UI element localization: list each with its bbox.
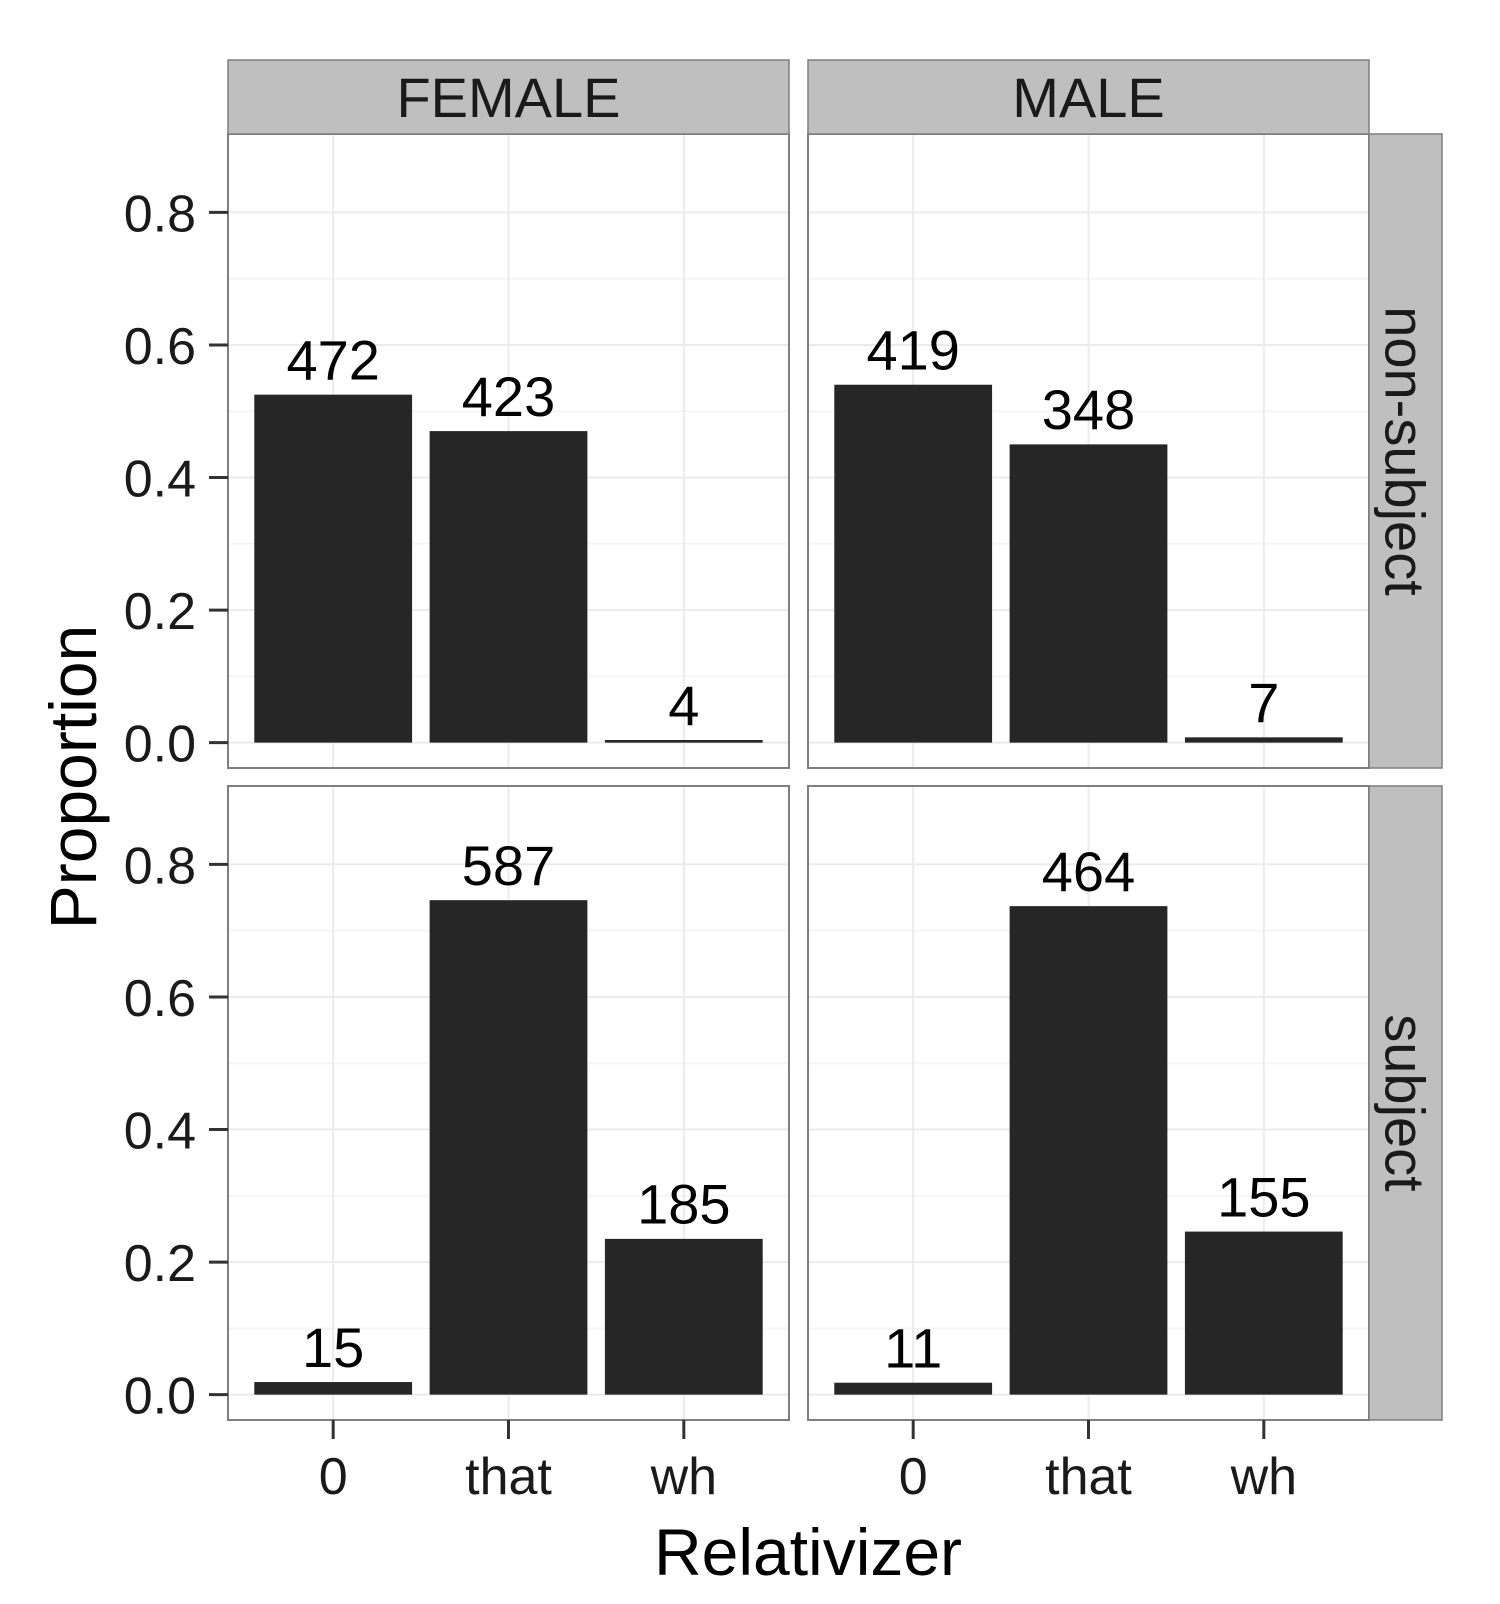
y-tick-label: 0.2 xyxy=(124,1235,196,1293)
y-tick-label: 0.0 xyxy=(124,1368,196,1426)
data-label: 423 xyxy=(462,365,555,428)
x-axis-title: Relativizer xyxy=(654,1515,962,1589)
bar xyxy=(1009,444,1168,743)
bar xyxy=(254,1382,413,1395)
y-tick-label: 0.8 xyxy=(124,185,196,243)
bar xyxy=(604,1238,763,1395)
data-label: 472 xyxy=(286,329,379,392)
data-label: 4 xyxy=(668,674,699,737)
bar xyxy=(1184,1231,1343,1395)
data-label: 155 xyxy=(1217,1165,1310,1228)
data-label: 464 xyxy=(1042,840,1135,903)
row-strip xyxy=(1368,785,1443,1421)
row-strip xyxy=(1368,133,1443,769)
column-strip-label: FEMALE xyxy=(396,66,620,129)
y-tick-label: 0.4 xyxy=(124,451,196,509)
y-axis-title: Proportion xyxy=(36,625,110,930)
x-tick-label: 0 xyxy=(319,1448,348,1506)
column-strip-label: MALE xyxy=(1012,66,1165,129)
bar xyxy=(1184,737,1343,743)
data-label: 185 xyxy=(637,1173,730,1236)
y-tick-label: 0.4 xyxy=(124,1103,196,1161)
x-tick-label: wh xyxy=(1230,1448,1297,1506)
data-label: 11 xyxy=(884,1317,942,1380)
x-tick-label: wh xyxy=(650,1448,717,1506)
data-label: 587 xyxy=(462,834,555,897)
x-tick-label: that xyxy=(465,1448,552,1506)
bar xyxy=(834,384,993,743)
bar xyxy=(254,394,413,743)
column-strip xyxy=(807,59,1370,135)
bar xyxy=(1009,906,1168,1395)
x-tick-label: 0 xyxy=(899,1448,928,1506)
y-tick-label: 0.6 xyxy=(124,318,196,376)
y-tick-label: 0.0 xyxy=(124,716,196,774)
data-label: 348 xyxy=(1042,378,1135,441)
bar xyxy=(429,900,588,1395)
y-tick-label: 0.8 xyxy=(124,837,196,895)
column-strip xyxy=(227,59,790,135)
data-label: 7 xyxy=(1248,671,1279,734)
x-tick-label: that xyxy=(1045,1448,1132,1506)
bar xyxy=(604,739,763,743)
data-label: 15 xyxy=(302,1316,364,1379)
bar xyxy=(834,1382,993,1395)
row-strip-label: subject xyxy=(1374,1014,1437,1192)
bar xyxy=(429,431,588,743)
data-label: 419 xyxy=(866,319,959,382)
y-tick-label: 0.6 xyxy=(124,970,196,1028)
row-strip-label: non-subject xyxy=(1374,306,1437,596)
y-tick-label: 0.2 xyxy=(124,583,196,641)
